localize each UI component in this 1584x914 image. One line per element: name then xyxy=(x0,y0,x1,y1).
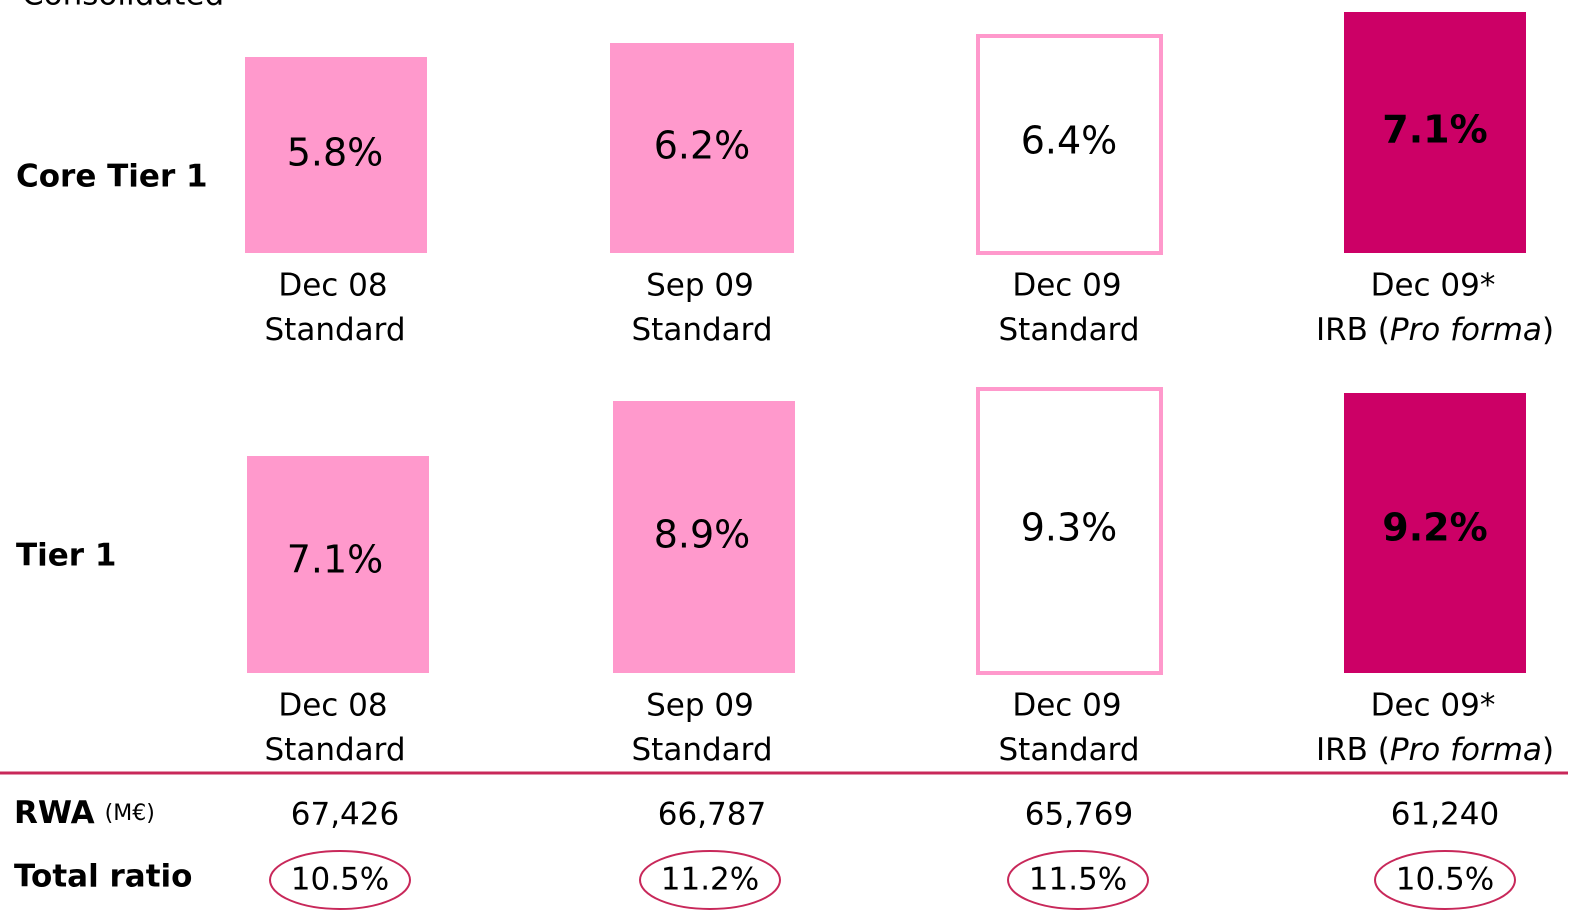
total-ratio-ring xyxy=(1007,850,1149,910)
total-ratio-value: 11.2% xyxy=(661,862,759,898)
total-ratio-ring xyxy=(269,850,411,910)
rwa-unit: (M€) xyxy=(105,801,155,826)
ratio-box xyxy=(1344,393,1526,673)
method-part: IRB ( xyxy=(1316,312,1390,348)
method-label: IRB (Pro forma) xyxy=(1316,732,1554,768)
method-part: Standard xyxy=(264,732,405,768)
method-part: IRB ( xyxy=(1316,732,1390,768)
ratio-box xyxy=(1344,12,1526,253)
method-part: Standard xyxy=(631,732,772,768)
total-ratio-label: Total ratio xyxy=(14,859,192,895)
total-ratio-value: 11.5% xyxy=(1029,862,1127,898)
rwa-value: 61,240 xyxy=(1391,797,1499,833)
method-part: Pro forma xyxy=(1390,732,1542,768)
rwa-value: 67,426 xyxy=(291,797,399,833)
ratio-value: 7.1% xyxy=(1382,108,1487,152)
period-label: Dec 09* xyxy=(1371,268,1496,304)
method-label: Standard xyxy=(998,312,1139,348)
method-part: Standard xyxy=(998,732,1139,768)
ratio-box xyxy=(976,387,1163,675)
ratio-value: 9.2% xyxy=(1382,506,1487,550)
ratio-box xyxy=(245,57,427,253)
total-ratio-ring xyxy=(1374,850,1516,910)
period-label: Dec 09 xyxy=(1012,688,1121,724)
row-label: Tier 1 xyxy=(16,538,116,574)
rwa-label: RWA (M€) xyxy=(14,795,155,831)
method-part: Standard xyxy=(264,312,405,348)
period-label: Dec 09* xyxy=(1371,688,1496,724)
total-ratio-value: 10.5% xyxy=(1396,862,1494,898)
total-ratio-ring xyxy=(639,850,781,910)
rwa-title: RWA xyxy=(14,795,95,831)
method-label: Standard xyxy=(631,312,772,348)
rwa-value: 66,787 xyxy=(658,797,766,833)
total-ratio-value: 10.5% xyxy=(291,862,389,898)
row-label: Core Tier 1 xyxy=(16,159,208,195)
period-label: Sep 09 xyxy=(646,688,754,724)
method-label: IRB (Pro forma) xyxy=(1316,312,1554,348)
ratio-value: 6.2% xyxy=(654,124,751,168)
method-part: ) xyxy=(1542,312,1554,348)
rwa-value: 65,769 xyxy=(1025,797,1133,833)
ratio-box xyxy=(610,43,794,253)
ratio-box xyxy=(976,34,1163,255)
ratio-box xyxy=(247,456,429,673)
method-label: Standard xyxy=(264,732,405,768)
period-label: Dec 09 xyxy=(1012,268,1121,304)
ratio-value: 7.1% xyxy=(287,538,384,582)
method-part: ) xyxy=(1542,732,1554,768)
period-label: Sep 09 xyxy=(646,268,754,304)
method-part: Standard xyxy=(631,312,772,348)
ratio-box xyxy=(613,401,795,673)
method-label: Standard xyxy=(264,312,405,348)
method-part: Pro forma xyxy=(1390,312,1542,348)
period-label: Dec 08 xyxy=(278,688,387,724)
method-label: Standard xyxy=(631,732,772,768)
ratio-value: 5.8% xyxy=(287,131,384,175)
ratio-value: 6.4% xyxy=(1021,119,1118,163)
method-label: Standard xyxy=(998,732,1139,768)
ratio-value: 8.9% xyxy=(654,513,751,557)
period-label: Dec 08 xyxy=(278,268,387,304)
ratio-value: 9.3% xyxy=(1021,506,1118,550)
method-part: Standard xyxy=(998,312,1139,348)
header-title: Consolidated xyxy=(22,0,224,13)
